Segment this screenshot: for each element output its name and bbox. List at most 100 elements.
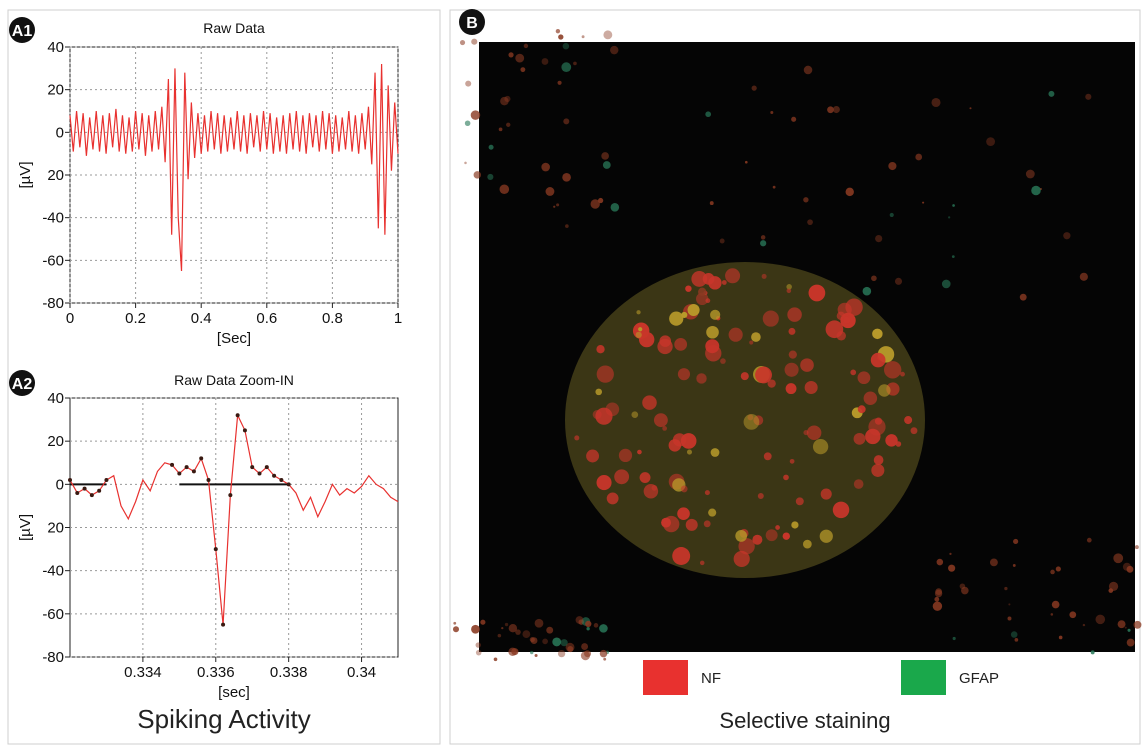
stain-spot <box>563 118 570 125</box>
stain-spot <box>704 490 710 496</box>
stain-spot <box>642 395 657 410</box>
stain-spot <box>653 413 668 428</box>
stain-spot <box>596 475 612 491</box>
stain-spot <box>580 651 591 661</box>
stain-spot <box>708 508 717 517</box>
stain-spot <box>698 287 707 297</box>
stain-spot <box>541 162 550 172</box>
y-tick-label: 0 <box>56 476 64 493</box>
stain-spot <box>520 67 526 73</box>
stain-spot <box>705 339 720 354</box>
stain-spot <box>845 187 854 197</box>
stain-spot <box>936 558 944 566</box>
chart-title: Raw Data Zoom-IN <box>174 372 294 388</box>
stain-spot <box>825 320 844 339</box>
stain-spot <box>574 435 580 441</box>
stain-spot <box>480 619 486 625</box>
stain-spot <box>872 328 883 340</box>
stain-spot <box>862 286 872 296</box>
stain-spot <box>837 302 852 317</box>
signal-line <box>69 64 399 272</box>
stain-spot <box>680 485 688 493</box>
stain-spot <box>542 638 548 645</box>
x-tick-label: 0.8 <box>322 310 343 327</box>
y-tick-label: -60 <box>42 606 64 623</box>
stain-spot <box>473 171 482 179</box>
stain-spot <box>567 646 574 653</box>
stain-spot <box>787 307 802 322</box>
stain-spot <box>504 95 511 103</box>
stain-spot <box>541 58 549 65</box>
stain-spot <box>685 285 692 292</box>
stain-spot <box>728 327 743 342</box>
stain-spot <box>687 303 700 317</box>
stain-spot <box>488 144 494 150</box>
stain-spot <box>832 105 840 114</box>
stain-spot <box>452 626 460 633</box>
stain-spot <box>803 197 809 203</box>
stain-spot <box>1010 631 1018 638</box>
sample-dot <box>221 622 226 627</box>
x-tick-label: 0.6 <box>256 310 277 327</box>
stain-spot <box>788 327 796 335</box>
stain-spot <box>506 122 511 127</box>
sample-dot <box>184 465 189 470</box>
stain-spot <box>610 203 620 212</box>
stain-spot <box>1013 538 1019 545</box>
stain-spot <box>556 203 560 207</box>
stain-spot <box>1004 586 1008 591</box>
stain-spot <box>1055 566 1061 572</box>
stain-spot <box>812 438 829 455</box>
stain-spot <box>661 517 671 528</box>
stain-spot <box>820 488 832 500</box>
stain-spot <box>459 40 466 46</box>
stain-spot <box>763 452 772 461</box>
stain-spot <box>803 65 813 75</box>
stain-spot <box>889 212 894 218</box>
panel-badge <box>459 9 485 35</box>
x-tick-label: 0 <box>66 310 74 327</box>
stain-spot <box>590 199 600 209</box>
stain-spot <box>703 520 711 528</box>
stain-spot <box>948 564 956 572</box>
stain-spot <box>788 350 797 359</box>
stain-spot <box>475 642 481 648</box>
legend-label: GFAP <box>959 670 999 687</box>
stain-spot <box>885 434 898 447</box>
stain-spot <box>453 621 457 625</box>
stain-spot <box>562 42 570 50</box>
stain-spot <box>1133 620 1142 629</box>
plot-area <box>69 397 399 658</box>
stain-spot <box>865 428 881 445</box>
stain-spot <box>674 337 688 351</box>
plot-area <box>69 46 399 304</box>
stain-spot <box>561 62 572 73</box>
sample-dot <box>250 465 255 470</box>
stain-spot <box>806 425 822 441</box>
x-tick-label: 0.34 <box>347 664 376 681</box>
stain-spot <box>546 626 554 634</box>
stain-spot <box>721 280 727 285</box>
stain-spot <box>853 432 866 445</box>
legend-label: NF <box>701 670 721 687</box>
stain-spot <box>871 463 885 477</box>
stain-spot <box>523 43 529 49</box>
stain-spot <box>786 284 792 290</box>
stain-spot <box>1063 232 1071 240</box>
panel-label: B <box>466 15 478 32</box>
sample-dot <box>68 478 72 483</box>
y-tick-label: 20 <box>47 167 64 184</box>
stain-spot <box>696 373 707 384</box>
stain-spot <box>832 501 850 519</box>
stain-spot <box>681 311 688 319</box>
y-tick-label: 20 <box>47 433 64 450</box>
stain-spot <box>669 311 684 326</box>
stain-spot <box>557 649 566 658</box>
stain-spot <box>686 449 693 455</box>
stain-spot <box>499 184 510 195</box>
stain-spot <box>501 626 504 630</box>
stain-spot <box>803 539 812 549</box>
stain-spot <box>596 365 614 383</box>
y-tick-label: -40 <box>42 210 64 227</box>
